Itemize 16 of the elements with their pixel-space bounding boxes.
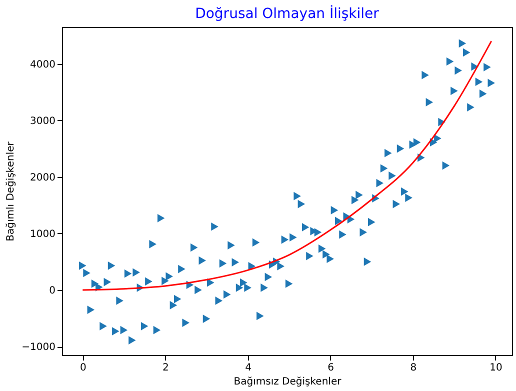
line-series [82, 40, 492, 291]
y-tick-label: 1000 [30, 228, 56, 240]
x-axis-title: Bağımsız Değişkenler [234, 376, 342, 388]
y-tick-label: −1000 [22, 342, 56, 354]
y-tick-label: 0 [49, 285, 56, 296]
x-tick-label: 4 [245, 362, 252, 374]
x-tick-label: 0 [80, 362, 86, 374]
y-tick-label: 2000 [30, 172, 56, 184]
chart-title: Doğrusal Olmayan İlişkiler [195, 5, 380, 22]
x-tick-label: 2 [162, 362, 169, 374]
y-tick-label: 3000 [30, 116, 56, 127]
y-axis-title: Bağımlı Değişkenler [6, 140, 17, 242]
x-tick-label: 8 [410, 362, 417, 374]
y-tick-label: 4000 [30, 59, 56, 70]
x-tick-label: 10 [490, 362, 502, 374]
x-tick-label: 6 [328, 362, 334, 374]
